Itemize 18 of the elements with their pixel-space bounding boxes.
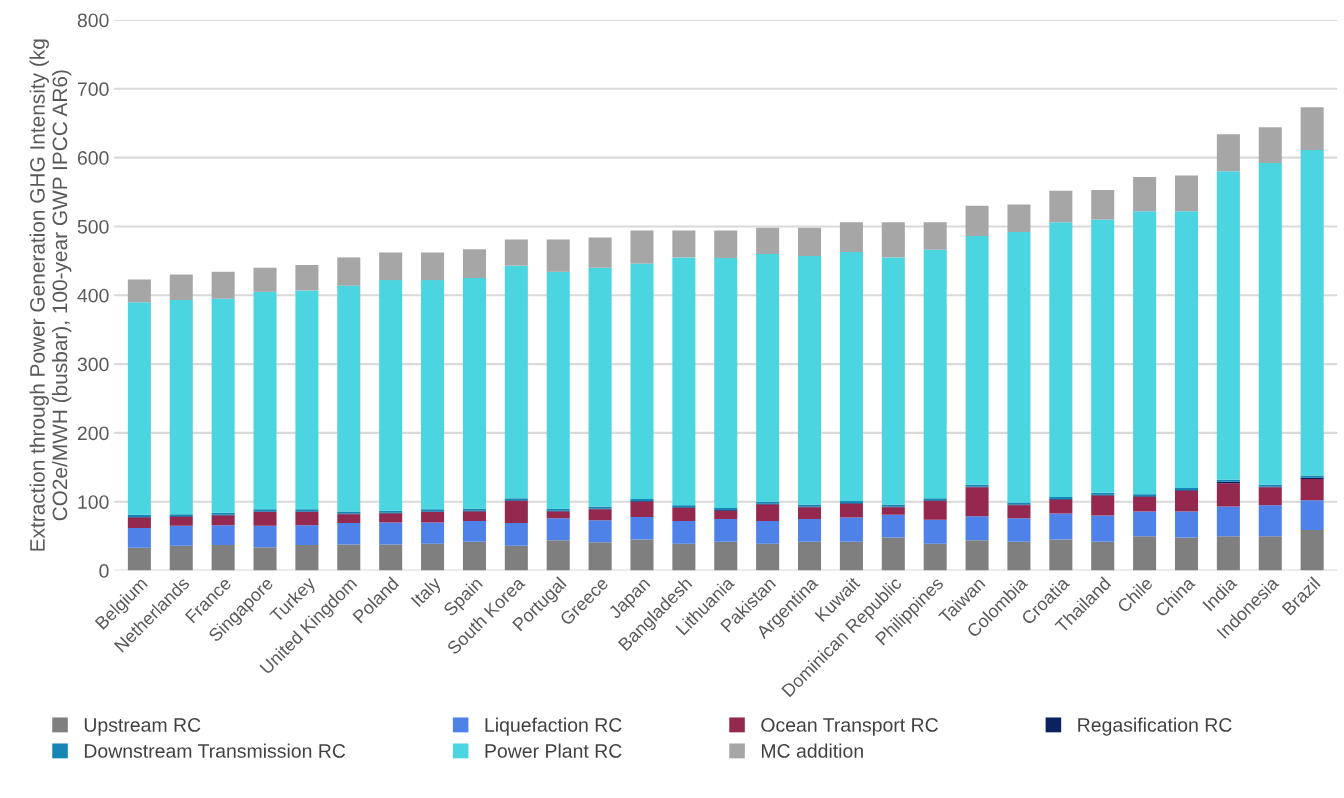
legend-label: Upstream RC [84, 718, 201, 736]
y-tick-label: 300 [77, 357, 109, 372]
y-tick-label: 100 [78, 495, 109, 509]
legend-label: Regasification RC [1078, 717, 1232, 736]
legend-label: MC addition [761, 743, 863, 758]
x-tick-label: Italy [410, 575, 445, 610]
legend-label: Liquefaction RC [485, 717, 622, 736]
legend-label: Power Plant RC [485, 743, 622, 758]
y-tick-label: 500 [77, 219, 109, 234]
y-tick-label: 400 [77, 288, 109, 303]
y-axis-title: Extraction through Power Generation GHG Intensity (kg CO2e/MWH (busbar), 100-year GWP IPCC AR6) [29, 39, 72, 551]
y-tick-label: 0 [99, 564, 109, 578]
y-tick-label: 200 [77, 426, 109, 441]
y-tick-label: 700 [77, 82, 109, 97]
legend-label: Downstream Transmission RC [84, 743, 346, 758]
y-tick-label: 800 [77, 13, 109, 28]
y-tick-label: 600 [77, 151, 109, 165]
legend-label: Ocean Transport RC [761, 718, 938, 736]
